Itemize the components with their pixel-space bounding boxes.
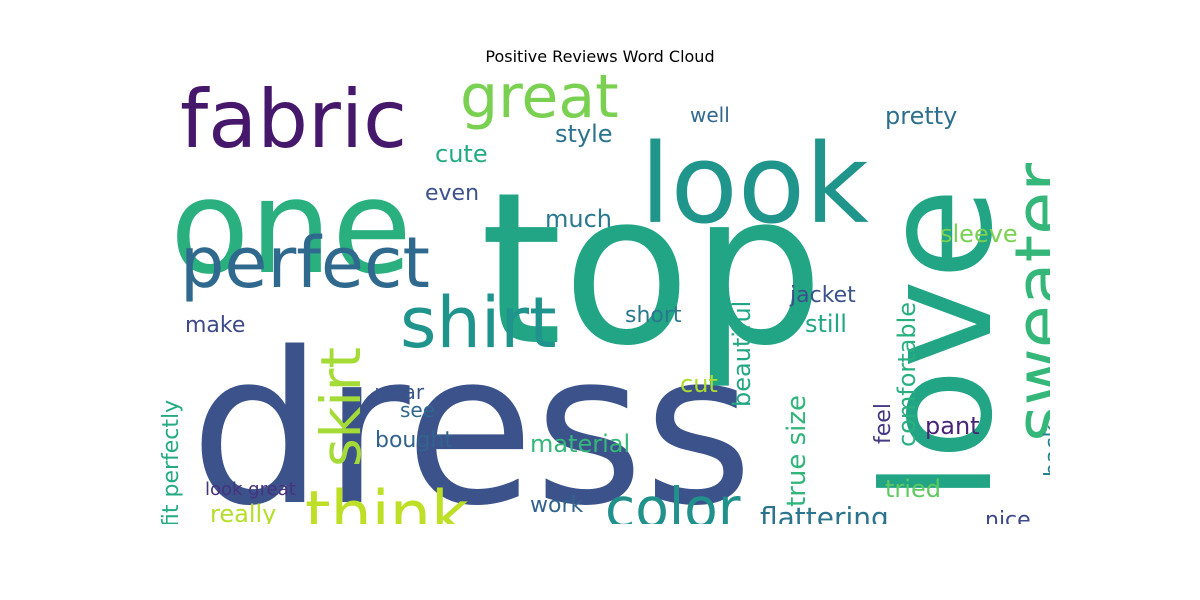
word-41: look great	[205, 479, 296, 500]
word-38: make	[185, 313, 245, 338]
word-18: much	[545, 205, 612, 233]
word-12: skirt	[309, 347, 373, 467]
word-32: really	[210, 500, 276, 524]
word-6: great	[460, 72, 619, 132]
word-9: shirt	[400, 282, 557, 364]
word-31: bought	[375, 428, 453, 453]
word-14: pretty	[885, 102, 957, 130]
word-24: jacket	[789, 283, 856, 308]
word-16: cute	[435, 140, 488, 168]
word-39: well	[690, 103, 730, 127]
word-28: short	[625, 303, 682, 328]
word-8: sweater	[1000, 163, 1050, 442]
word-26: pant	[925, 412, 980, 440]
word-1: top	[480, 147, 824, 392]
word-35: nice	[985, 508, 1031, 524]
word-17: even	[425, 181, 479, 206]
word-37: see	[400, 398, 435, 422]
word-21: comfortable	[893, 302, 921, 447]
word-34: tried	[885, 475, 941, 503]
word-36: wear	[375, 380, 425, 404]
word-22: sleeve	[940, 220, 1018, 248]
word-29: cut	[680, 370, 718, 398]
word-3: one	[170, 151, 412, 303]
word-7: perfect	[180, 222, 430, 304]
word-10: think	[305, 478, 469, 524]
word-0: dress	[190, 307, 753, 524]
word-33: work	[530, 493, 583, 518]
word-2: love	[852, 187, 1026, 502]
word-30: material	[530, 430, 630, 458]
word-23: back	[1041, 424, 1050, 477]
word-19: true size	[782, 395, 812, 507]
chart-title: Positive Reviews Word Cloud	[485, 47, 715, 66]
word-11: color	[605, 476, 741, 524]
word-13: flattering	[760, 501, 889, 524]
word-40: fit perfectly	[159, 400, 184, 524]
word-20: beautiful	[728, 301, 756, 407]
word-4: look	[640, 120, 869, 248]
word-27: feel	[871, 403, 896, 444]
word-15: style	[555, 120, 613, 148]
word-5: fabric	[180, 73, 407, 166]
word-25: still	[805, 310, 847, 338]
